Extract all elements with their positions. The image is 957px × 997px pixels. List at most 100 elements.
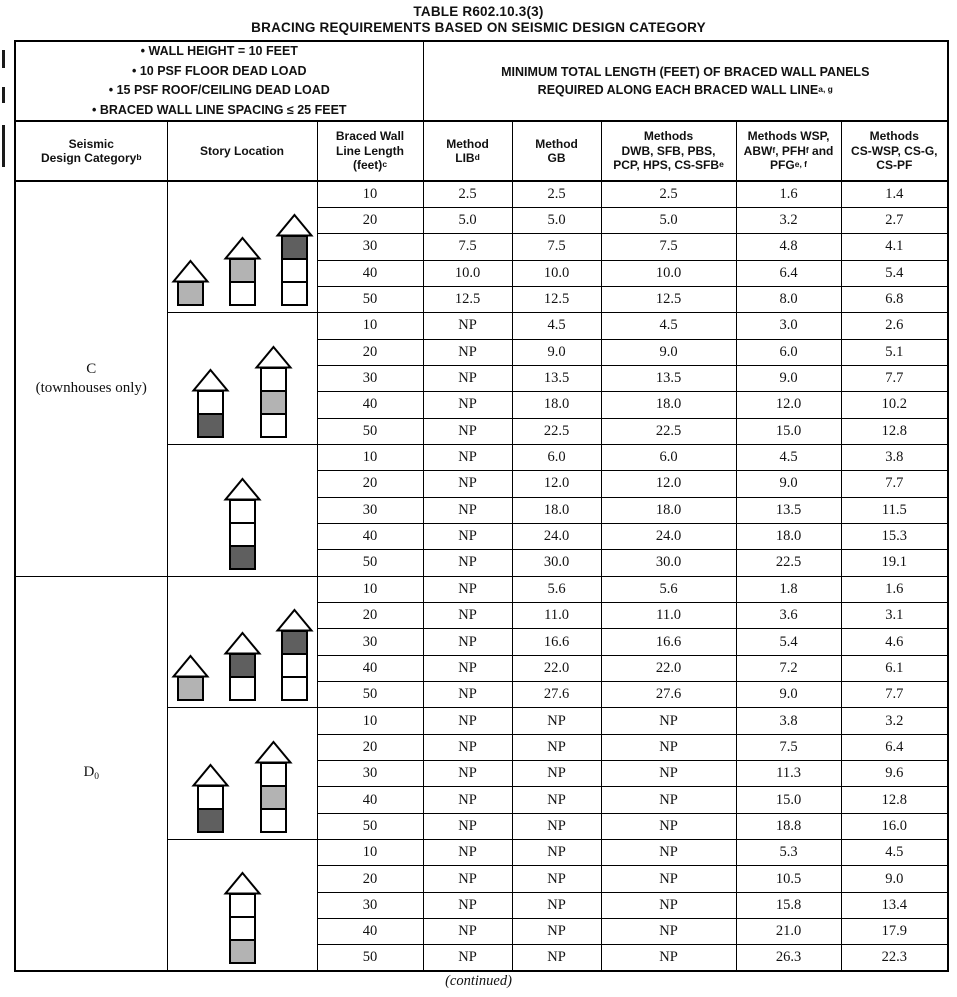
table-body: C (townhouses only) 10 2.5 2.5 2.5 1.6 1.4 20 5.0… — [14, 180, 949, 972]
shaded-story — [197, 808, 224, 834]
value-cell: NP — [600, 733, 737, 762]
story — [197, 389, 224, 415]
value-cell: 5.0 — [422, 206, 513, 235]
table-row: 10 NP NP NP 5.3 4.5 — [15, 839, 949, 972]
value-cell: NP — [422, 443, 513, 472]
table-row: 30 NP 18.0 18.0 13.5 11.5 — [15, 496, 949, 524]
value-cell: NP — [422, 707, 513, 735]
value-cell: NP — [600, 839, 737, 867]
roof-icon — [222, 236, 262, 260]
table-row: 20 NP NP NP 10.5 9.0 — [15, 865, 949, 893]
value-cell: 9.0 — [735, 681, 842, 709]
value-cell: NP — [600, 707, 737, 735]
shaded-story — [260, 785, 287, 811]
seismic-category-cell: C (townhouses only) — [14, 180, 168, 577]
continued-note: (continued) — [445, 973, 512, 989]
house-group — [168, 345, 317, 438]
condition-item: 15 PSF ROOF/CEILING DEAD LOAD — [16, 81, 423, 101]
value-cell: NP — [511, 812, 602, 841]
roof-icon — [222, 871, 262, 895]
column-header: Braced Wall Line Length (feet)c — [316, 120, 424, 182]
table-row: 50 NP NP NP 26.3 22.3 — [15, 944, 949, 972]
value-cell: NP — [422, 364, 513, 393]
house-icon-2-story — [222, 631, 262, 702]
value-cell: NP — [422, 786, 513, 814]
value-cell: 6.0 — [600, 443, 737, 472]
value-cell: NP — [600, 944, 737, 972]
value-cell: 12.0 — [600, 470, 737, 498]
story — [280, 281, 308, 307]
table-row: 40 10.0 10.0 10.0 6.4 5.4 — [15, 259, 949, 287]
revision-bar — [2, 87, 5, 103]
house-group — [168, 213, 317, 307]
value-cell: 2.6 — [840, 312, 949, 340]
wall-line-length-cell: 50 — [316, 549, 424, 577]
story — [260, 808, 287, 834]
value-cell: NP — [600, 760, 737, 788]
value-cell: 7.5 — [422, 233, 513, 261]
story — [228, 498, 256, 524]
value-cell: NP — [422, 522, 513, 551]
wall-line-length-cell: 20 — [316, 865, 424, 893]
value-cell: 8.0 — [735, 285, 842, 314]
value-cell: 10.2 — [840, 391, 949, 419]
value-cell: NP — [600, 812, 737, 841]
column-header: Methods CS-WSP, CS-G, CS-PF — [840, 120, 949, 182]
value-cell: 4.6 — [840, 628, 949, 656]
revision-bar — [2, 50, 5, 68]
value-cell: 4.5 — [840, 839, 949, 867]
roof-icon — [222, 631, 262, 655]
value-cell: 6.8 — [840, 285, 949, 314]
wall-line-length-cell: 10 — [316, 180, 424, 208]
roof-icon — [191, 368, 230, 392]
house-icon-1-story — [170, 654, 210, 702]
column-header-row: Seismic Design Categoryb Story Location Bra… — [14, 120, 949, 182]
wall-line-length-cell: 20 — [316, 470, 424, 498]
page-title: BRACING REQUIREMENTS BASED ON SEISMIC DE… — [251, 20, 706, 35]
table-row: D0 10 NP 5.6 5.6 1.8 1.6 — [14, 575, 949, 972]
wall-line-length-cell: 20 — [316, 338, 424, 366]
roof-icon — [274, 608, 314, 632]
house-icon-3-story — [254, 345, 293, 438]
house-group — [168, 740, 317, 834]
wall-line-length-cell: 20 — [316, 601, 424, 630]
value-cell: 2.5 — [511, 180, 602, 208]
value-cell: 3.2 — [735, 206, 842, 235]
value-cell: 16.6 — [600, 628, 737, 656]
value-cell: 18.0 — [600, 496, 737, 524]
value-cell: 10.0 — [600, 259, 737, 287]
value-cell: 27.6 — [600, 681, 737, 709]
wall-line-length-cell: 40 — [316, 918, 424, 946]
value-cell: NP — [511, 760, 602, 788]
story — [228, 521, 256, 547]
value-cell: 12.8 — [840, 786, 949, 814]
roof-icon — [254, 740, 293, 764]
house-icon-1-story — [170, 259, 210, 307]
column-header: Story Location — [166, 120, 318, 182]
value-cell: NP — [422, 575, 513, 604]
shaded-story — [228, 653, 256, 679]
value-cell: 9.0 — [840, 865, 949, 893]
value-cell: 4.5 — [511, 312, 602, 340]
house-group — [168, 477, 317, 570]
house-icon-3-story — [274, 608, 314, 702]
assumptions-cell: WALL HEIGHT = 10 FEET10 PSF FLOOR DEAD L… — [14, 40, 424, 122]
value-cell: 3.0 — [735, 312, 842, 340]
value-cell: 30.0 — [600, 549, 737, 577]
value-cell: NP — [511, 891, 602, 920]
house-group — [168, 871, 317, 965]
value-cell: 15.0 — [735, 417, 842, 445]
value-cell: NP — [422, 496, 513, 524]
value-cell: 1.6 — [840, 575, 949, 604]
value-cell: NP — [422, 601, 513, 630]
value-cell: 5.0 — [511, 206, 602, 235]
condition-item: WALL HEIGHT = 10 FEET — [16, 42, 423, 62]
table-row: 50 12.5 12.5 12.5 8.0 6.8 — [15, 285, 949, 314]
value-cell: 5.6 — [511, 575, 602, 604]
table-row: 20 NP 12.0 12.0 9.0 7.7 — [15, 470, 949, 498]
value-cell: 1.8 — [735, 575, 842, 604]
value-cell: 16.0 — [840, 812, 949, 841]
value-cell: 6.0 — [735, 338, 842, 366]
value-cell: NP — [511, 707, 602, 735]
